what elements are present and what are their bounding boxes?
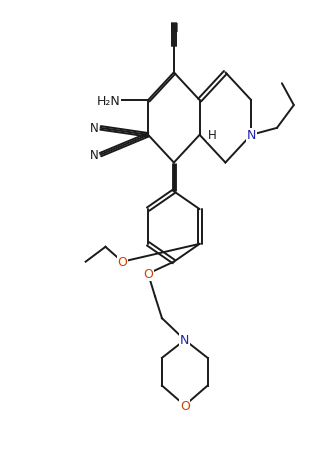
Text: N: N	[169, 22, 178, 35]
Text: N: N	[90, 149, 99, 162]
Text: H₂N: H₂N	[97, 94, 120, 107]
Text: H: H	[208, 129, 216, 142]
Text: N: N	[246, 129, 256, 142]
Text: O: O	[143, 267, 153, 281]
Text: N: N	[90, 122, 99, 135]
Text: O: O	[117, 256, 127, 269]
Text: O: O	[180, 399, 190, 412]
Text: N: N	[180, 334, 190, 347]
